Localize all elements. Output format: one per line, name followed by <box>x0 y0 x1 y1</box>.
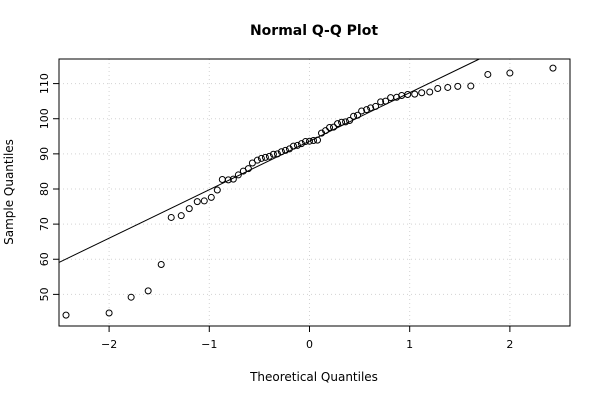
data-point <box>297 140 305 148</box>
data-point <box>387 94 395 102</box>
data-point <box>358 107 366 115</box>
x-tick-label: 0 <box>306 338 313 351</box>
y-axis: 50 60 70 80 90 100 110 <box>38 73 59 301</box>
data-point <box>244 165 252 173</box>
data-point <box>467 82 475 90</box>
y-tick-label: 100 <box>38 108 51 129</box>
plot-frame <box>58 58 571 327</box>
data-point <box>218 176 226 184</box>
data-point <box>549 64 557 72</box>
data-point <box>372 102 380 110</box>
data-point <box>253 156 261 164</box>
data-point <box>454 82 462 90</box>
data-point <box>62 311 70 319</box>
data-point <box>484 70 492 78</box>
data-point <box>411 90 419 98</box>
y-axis-label: Sample Quantiles <box>2 139 16 245</box>
data-point <box>309 137 317 145</box>
data-point <box>185 205 193 213</box>
y-tick-label: 110 <box>38 73 51 94</box>
data-point <box>338 118 346 126</box>
data-point <box>261 153 269 161</box>
data-point <box>342 118 350 126</box>
y-tick-label: 90 <box>38 147 51 161</box>
data-point <box>193 198 201 206</box>
data-point <box>305 137 313 145</box>
data-point <box>350 112 358 120</box>
data-point <box>363 106 371 114</box>
data-point <box>377 98 385 106</box>
data-point <box>127 293 135 301</box>
data-point <box>382 97 390 105</box>
data-point <box>434 85 442 93</box>
x-tick-label: −2 <box>101 338 117 351</box>
data-point <box>506 69 514 77</box>
data-point <box>354 111 362 119</box>
y-tick-label: 70 <box>38 217 51 231</box>
data-point <box>418 89 426 97</box>
data-point <box>177 212 185 220</box>
data-point <box>157 261 165 269</box>
data-point <box>144 287 152 295</box>
data-point <box>229 175 237 183</box>
grid-lines <box>59 59 570 326</box>
data-point <box>234 171 242 179</box>
data-point <box>314 136 322 144</box>
data-point <box>301 138 309 146</box>
data-point <box>444 83 452 91</box>
data-point <box>346 116 354 124</box>
x-tick-label: 1 <box>406 338 413 351</box>
data-point <box>330 123 338 131</box>
data-point <box>167 213 175 221</box>
data-point <box>273 150 281 158</box>
data-point <box>200 197 208 205</box>
data-points <box>62 64 557 319</box>
data-point <box>281 146 289 154</box>
data-point <box>293 141 301 149</box>
data-point <box>269 150 277 158</box>
data-point <box>326 124 334 132</box>
data-point <box>265 152 273 160</box>
data-point <box>105 309 113 317</box>
chart-title: Normal Q-Q Plot <box>250 23 378 39</box>
x-axis: −2 −1 0 1 2 <box>101 326 513 351</box>
data-point <box>367 104 375 112</box>
y-tick-label: 60 <box>38 252 51 266</box>
data-point <box>257 154 265 162</box>
x-tick-label: −1 <box>201 338 217 351</box>
y-tick-label: 80 <box>38 182 51 196</box>
reference-line <box>58 58 480 263</box>
data-point <box>213 186 221 194</box>
data-point <box>289 142 297 150</box>
data-point <box>334 120 342 128</box>
data-point <box>224 176 232 184</box>
data-point <box>404 90 412 98</box>
data-point <box>426 88 434 96</box>
x-tick-label: 2 <box>506 338 513 351</box>
y-tick-label: 50 <box>38 287 51 301</box>
x-axis-label: Theoretical Quantiles <box>249 370 378 384</box>
data-point <box>207 193 215 201</box>
data-point <box>277 148 285 156</box>
